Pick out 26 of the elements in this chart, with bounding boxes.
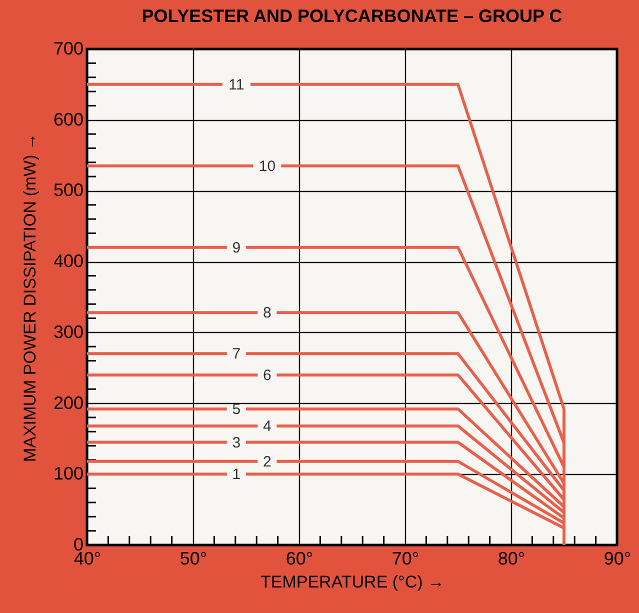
y-tick-label: 100 [53,464,84,484]
x-tick-label: 60° [286,548,314,568]
chart-title: POLYESTER AND POLYCARBONATE – GROUP C [142,6,562,26]
y-tick-label: 500 [53,180,84,200]
x-tick-label: 50° [180,548,208,568]
series-label: 6 [263,366,272,384]
y-tick-label: 200 [53,392,84,413]
y-axis-title: MAXIMUM POWER DISSIPATION (mW) → [20,133,40,462]
y-tick-label: 300 [53,322,84,342]
x-tick-label: 80° [498,548,526,568]
series-label: 10 [258,158,276,175]
series-label: 4 [263,418,272,435]
series-label: 8 [263,304,272,322]
series-label: 3 [232,434,241,452]
y-tick-label: 600 [53,109,84,130]
y-tick-label: 700 [53,38,84,58]
series-label: 9 [232,239,241,256]
x-axis-title: TEMPERATURE (°C) → [260,572,445,592]
series-label: 5 [232,400,241,418]
x-tick-label: 70° [392,548,420,568]
series-label: 7 [232,346,241,363]
x-tick-label: 90° [604,548,632,568]
series-label: 1 [232,466,241,484]
series-label: 11 [228,76,244,94]
series-label: 2 [263,453,272,470]
y-tick-label: 400 [53,251,84,272]
